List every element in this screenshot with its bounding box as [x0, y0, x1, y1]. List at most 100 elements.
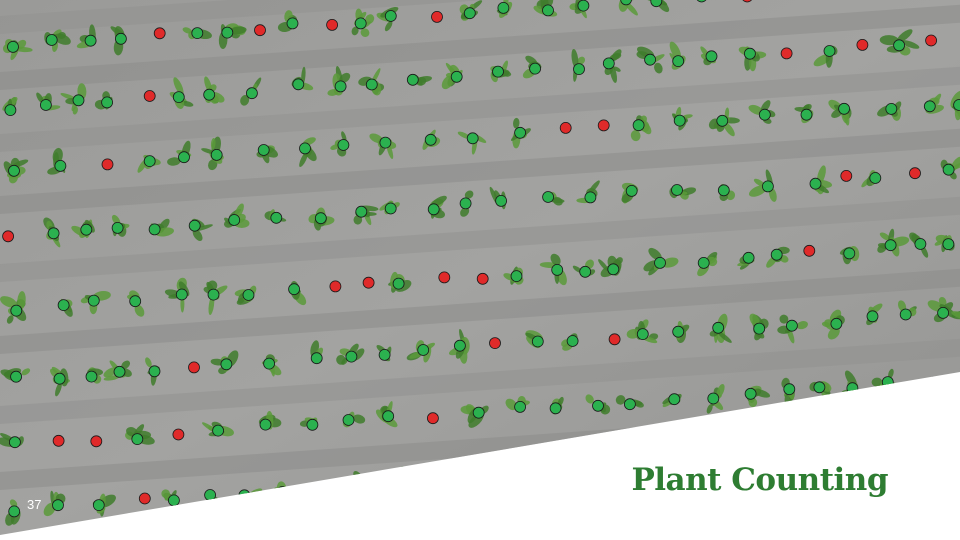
- plant-detected-marker: [172, 91, 185, 103]
- plant-detected-marker: [352, 477, 365, 490]
- plant-detected-marker: [716, 114, 729, 127]
- plant-detected-marker: [466, 132, 479, 145]
- plant-detected-marker: [188, 219, 201, 232]
- plant-detected-marker: [620, 0, 632, 6]
- plant-detected-marker: [884, 239, 897, 252]
- missing-plant-marker: [433, 474, 446, 487]
- plant-detected-marker: [668, 393, 681, 406]
- plant-detected-marker: [899, 308, 912, 321]
- missing-plant-marker: [438, 271, 451, 284]
- plant-detected-marker: [531, 335, 544, 348]
- missing-plant-marker: [608, 333, 621, 346]
- plant-detected-marker: [695, 0, 708, 3]
- plant-detected-marker: [92, 499, 105, 512]
- plant-detected-marker: [355, 205, 368, 218]
- plant-detected-marker: [744, 387, 757, 400]
- plant-detected-marker: [566, 335, 579, 347]
- plant-detected-marker: [101, 96, 113, 109]
- page-number: 37: [27, 497, 42, 512]
- plant-detected-marker: [365, 78, 378, 91]
- plant-detected-marker: [212, 424, 225, 437]
- missing-plant-marker: [172, 428, 185, 441]
- plant-detected-marker: [178, 151, 190, 164]
- missing-plant-marker: [52, 434, 65, 447]
- plant-detected-marker: [220, 358, 233, 371]
- plant-detected-marker: [276, 486, 289, 498]
- plant-detected-marker: [472, 406, 485, 419]
- plant-detected-marker: [379, 136, 392, 149]
- plant-detected-marker: [953, 99, 960, 111]
- plant-detected-marker: [823, 45, 836, 57]
- plant-detected-marker: [697, 256, 710, 269]
- plant-detected-marker: [459, 197, 472, 210]
- missing-plant-marker: [326, 18, 339, 31]
- plant-detected-marker: [53, 372, 66, 385]
- plant-detected-marker: [893, 39, 905, 52]
- plant-detected-marker: [602, 57, 615, 70]
- missing-plant-marker: [803, 244, 816, 257]
- plant-detected-marker: [384, 202, 397, 215]
- plant-detected-marker: [881, 376, 894, 389]
- plant-detected-marker: [705, 50, 718, 63]
- plant-detected-marker: [463, 7, 476, 20]
- plant-detected-marker: [927, 376, 940, 389]
- plant-detected-marker: [306, 418, 319, 431]
- plant-detected-marker: [453, 339, 466, 352]
- plant-detected-marker: [492, 65, 504, 78]
- plant-detected-marker: [625, 184, 638, 197]
- missing-plant-marker: [426, 412, 439, 425]
- plant-detected-marker: [85, 370, 98, 383]
- plant-detected-marker: [673, 114, 686, 127]
- missing-plant-marker: [2, 230, 15, 243]
- plant-detected-marker: [742, 251, 755, 264]
- plant-detected-marker: [514, 400, 526, 413]
- plant-detected-marker: [551, 263, 564, 276]
- plant-detected-marker: [654, 256, 666, 269]
- plant-detected-marker: [809, 177, 822, 190]
- missing-plant-marker: [188, 361, 200, 374]
- plant-detected-marker: [707, 392, 720, 405]
- plant-detected-marker: [204, 489, 217, 501]
- plant-detected-marker: [378, 348, 391, 361]
- plant-detected-marker: [923, 100, 936, 113]
- plant-detected-marker: [573, 63, 585, 75]
- plant-detected-marker: [514, 126, 526, 139]
- plant-detected-marker: [113, 365, 126, 378]
- plant-detected-marker: [257, 144, 270, 156]
- plant-detected-marker: [337, 139, 350, 151]
- plant-detected-marker: [942, 163, 955, 176]
- plant-detected-marker: [175, 288, 188, 301]
- missing-plant-marker: [143, 90, 156, 102]
- plant-detected-marker: [650, 0, 663, 8]
- plant-detected-marker: [813, 381, 826, 394]
- plant-detected-marker: [846, 382, 859, 395]
- plant-detected-marker: [54, 159, 67, 172]
- missing-plant-marker: [431, 10, 443, 23]
- plant-detected-marker: [885, 103, 898, 115]
- plant-detected-marker: [292, 78, 305, 91]
- missing-plant-marker: [329, 280, 342, 293]
- missing-plant-marker: [780, 47, 793, 60]
- plant-detected-marker: [207, 288, 220, 301]
- plant-detected-marker: [800, 449, 813, 462]
- plant-detected-marker: [270, 211, 283, 224]
- plant-detected-marker: [210, 148, 223, 161]
- plant-detected-marker: [515, 466, 528, 479]
- plant-detected-marker: [783, 383, 796, 396]
- plant-detected-marker: [286, 17, 299, 30]
- plant-detected-marker: [72, 94, 85, 107]
- plant-detected-marker: [382, 410, 395, 423]
- plant-detected-marker: [592, 399, 604, 412]
- plant-detected-marker: [45, 34, 58, 46]
- plant-detected-marker: [334, 80, 347, 93]
- plant-detected-marker: [40, 99, 52, 111]
- plant-detected-marker: [345, 350, 358, 363]
- plant-detected-marker: [712, 321, 725, 334]
- plant-detected-marker: [392, 277, 405, 290]
- plant-detected-marker: [299, 142, 311, 155]
- plant-detected-marker: [937, 306, 949, 319]
- missing-plant-marker: [489, 337, 501, 350]
- plant-detected-marker: [203, 88, 216, 101]
- plant-detected-marker: [143, 155, 156, 168]
